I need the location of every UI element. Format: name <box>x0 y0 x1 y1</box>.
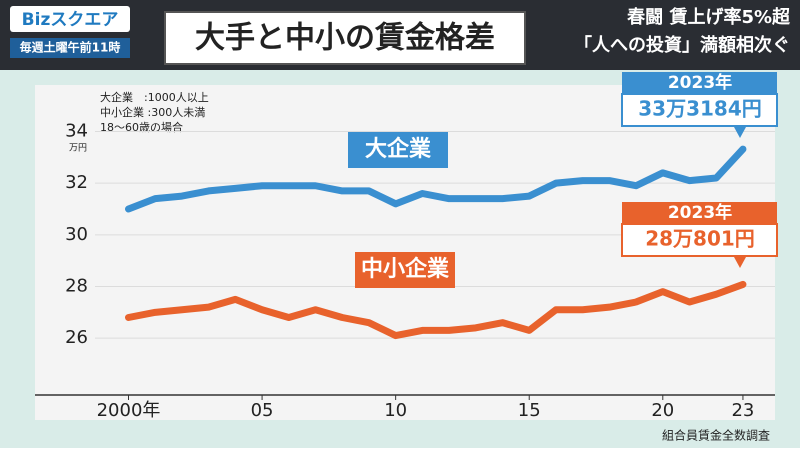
series-label-box <box>348 132 448 168</box>
headline: 「人への投資」満額相次ぐ <box>574 34 790 56</box>
y-tick-label: 34 <box>65 121 88 142</box>
callout-head <box>622 72 777 94</box>
series-line <box>125 145 747 213</box>
callout-body <box>621 93 778 127</box>
series-label: 中小企業 <box>361 256 450 282</box>
y-tick-label: 30 <box>65 224 88 245</box>
callout-text: 28万801円 <box>645 227 755 251</box>
y-tick-label: 28 <box>65 276 88 297</box>
series-label: 大企業 <box>365 136 432 162</box>
title: 大手と中小の賃金格差 <box>195 21 495 56</box>
x-tick-label: 10 <box>384 400 407 421</box>
note: 18～60歳の場合 <box>100 120 183 134</box>
x-tick-label: 15 <box>518 400 541 421</box>
source: 組合員賃金全数調査 <box>662 428 770 443</box>
logo-box <box>10 6 130 32</box>
y-tick-label: 32 <box>65 172 88 193</box>
callout-text: 33万3184円 <box>638 97 762 121</box>
note: 中小企業 :300人未満 <box>100 105 205 119</box>
x-tick-label: 23 <box>731 400 754 421</box>
title-box <box>164 11 526 65</box>
x-tick-label: 05 <box>251 400 274 421</box>
x-tick-label: 20 <box>651 400 674 421</box>
y-unit: 万円 <box>69 143 87 154</box>
x-tick-label: 2000年 <box>97 400 161 421</box>
schedule: 毎週土曜午前11時 <box>20 40 121 55</box>
note: 大企業 :1000人以上 <box>100 90 209 104</box>
headline: 春闘 賃上げ率5%超 <box>627 6 791 28</box>
callout-head <box>622 202 777 224</box>
callout-title: 2023年 <box>668 202 732 223</box>
callout-title: 2023年 <box>668 72 732 93</box>
callout-body <box>621 223 778 257</box>
callout-pointer <box>734 127 746 138</box>
y-tick-label: 26 <box>65 327 88 348</box>
logo: Bizスクエア <box>22 10 119 30</box>
series-line <box>125 280 747 340</box>
callout-pointer <box>734 257 746 268</box>
series-label-box <box>355 252 455 288</box>
schedule-box <box>10 38 130 58</box>
